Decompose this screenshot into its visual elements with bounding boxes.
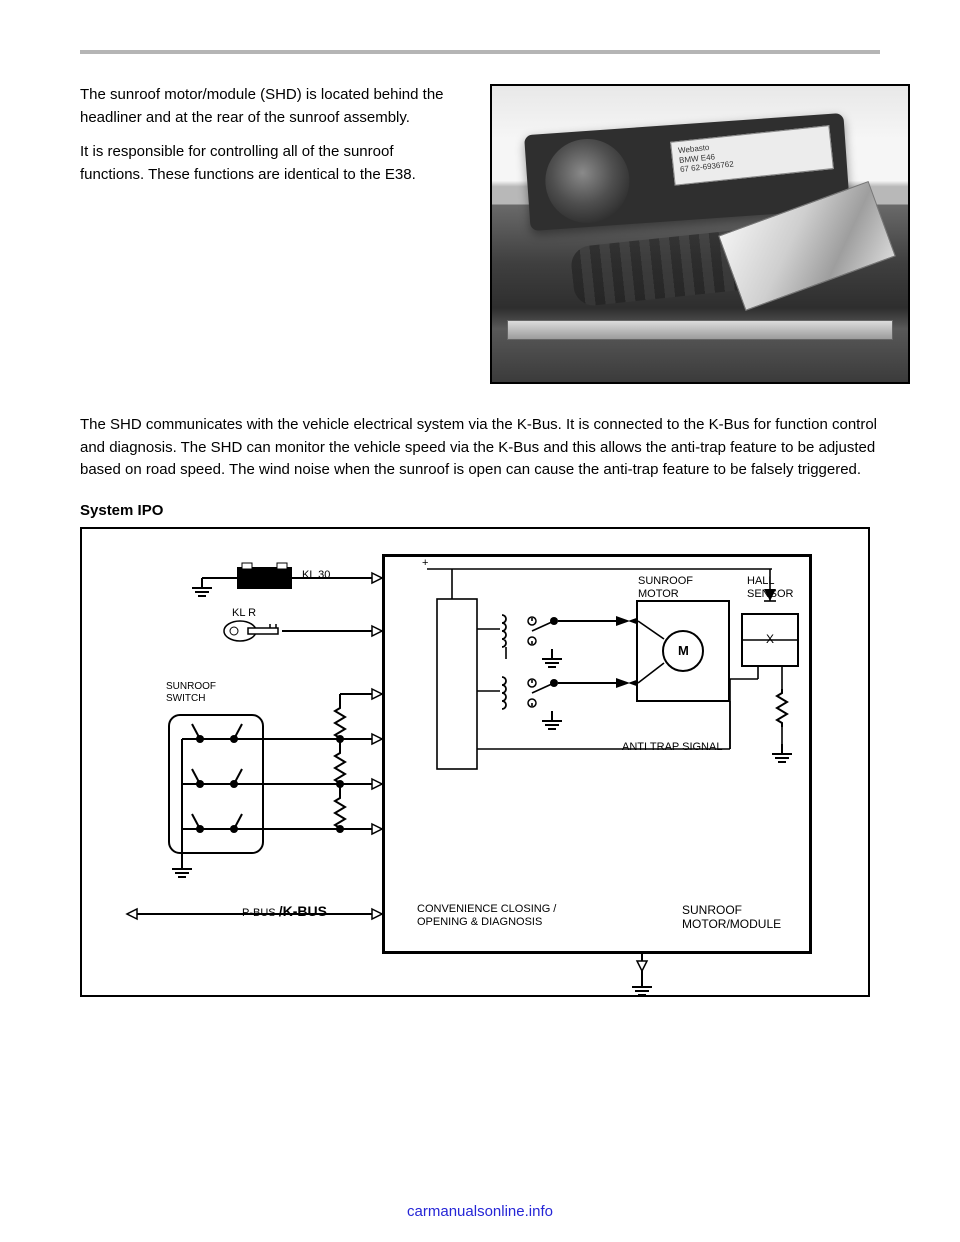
paragraph-1: The sunroof motor/module (SHD) is locate… [80,84,460,129]
label-plus: + [422,557,428,570]
label-sunroof-motor: SUNROOF MOTOR [638,575,693,601]
label-hall: HALL SENSOR [747,575,793,601]
photo-motor-label: Webasto BMW E46 67 62-6936762 [670,125,834,185]
label-klr: KL R [232,607,256,620]
label-anti-trap: ANTI TRAP SIGNAL [622,741,722,754]
top-rule [80,50,880,54]
sunroof-motor-photo: Webasto BMW E46 67 62-6936762 [490,84,910,384]
paragraph-3: The SHD communicates with the vehicle el… [80,414,880,482]
two-column-region: The sunroof motor/module (SHD) is locate… [80,84,880,384]
label-kl30: KL 30 [302,569,330,582]
page: The sunroof motor/module (SHD) is locate… [0,0,960,1242]
sunroof-switch-box [168,714,264,854]
label-sunroof-switch: SUNROOF SWITCH [166,681,216,705]
label-module: SUNROOF MOTOR/MODULE [682,903,781,932]
paragraph-2: It is responsible for controlling all of… [80,141,460,186]
label-kbus-text: /K-BUS [279,903,327,919]
label-pbus: P-BUS /K-BUS [242,903,327,920]
text-column: The sunroof motor/module (SHD) is locate… [80,84,460,384]
photo-motor-disc [543,136,633,226]
label-pbus-text: P-BUS [242,907,276,919]
photo-crossbar [507,320,893,340]
label-motor-m: M [678,643,689,659]
footer-link: carmanualsonline.info [0,1203,960,1220]
label-convenience: CONVENIENCE CLOSING / OPENING & DIAGNOSI… [417,903,556,929]
ipo-title: System IPO [80,502,880,519]
photo-column: Webasto BMW E46 67 62-6936762 [490,84,910,384]
ipo-diagram: KL 30 KL R SUNROOF SWITCH P-BUS /K-BUS C… [80,527,870,997]
label-hall-x: X [766,632,774,646]
